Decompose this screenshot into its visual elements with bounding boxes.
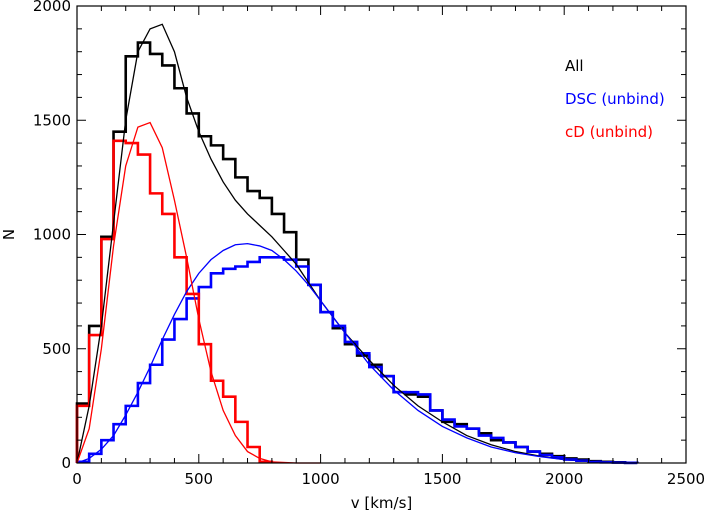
x-axis-label: v [km/s] [351,494,413,512]
y-axis-label: N [0,229,18,240]
series-dsc-unbind-fit [76,242,638,464]
x-tick-label: 0 [72,470,82,488]
legend-entry: DSC (unbind) [565,90,665,108]
y-tick-label: 500 [42,340,71,358]
series-cd-unbind-fit [76,121,321,464]
plot-area [75,23,639,465]
x-tick-label: 1500 [423,470,461,488]
legend: All DSC (unbind) cD (unbind) [565,57,665,141]
series-cd-unbind-histogram [75,139,274,464]
x-tick-label: 2000 [545,470,583,488]
series-all-histogram [75,41,639,465]
axes-frame [76,5,687,464]
series-dsc-unbind-histogram [75,256,639,465]
x-tick-label: 500 [184,470,213,488]
legend-entry: All [565,57,584,75]
axis-ticks [76,5,687,464]
y-tick-label: 1500 [33,111,71,129]
axis-tick-labels: 0 500 1000 1500 2000 2500 0 500 1000 1500 2000 [33,0,705,488]
x-tick-label: 1000 [302,470,340,488]
y-tick-label: 1000 [33,226,71,244]
series-all-fit [76,23,638,464]
y-tick-label: 0 [61,454,71,472]
x-tick-label: 2500 [667,470,705,488]
legend-entry: cD (unbind) [565,123,653,141]
y-tick-label: 2000 [33,0,71,15]
